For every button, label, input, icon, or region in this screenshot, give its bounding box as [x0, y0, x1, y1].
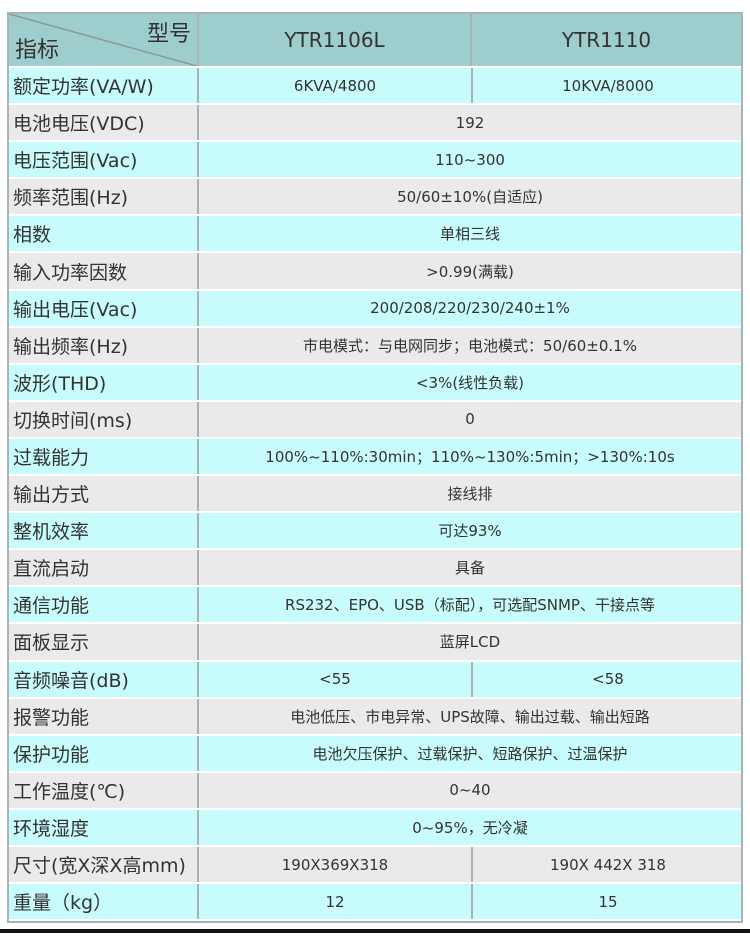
row-value: 0~95%，无冷凝: [412, 818, 528, 837]
table-row: 音频噪音(dB) <55 <58: [9, 661, 743, 699]
table-row: 尺寸(宽X深X高mm) 190X369X318 190X 442X 318: [9, 846, 743, 885]
table-row: 工作温度(℃) 0~40: [9, 772, 741, 810]
row-value: 192: [455, 113, 485, 132]
row-value: <55: [319, 670, 351, 689]
row-label: 输出电压(Vac): [9, 290, 199, 326]
table-row: 额定功率(VA/W) 6KVA/4800 10KVA/8000: [9, 68, 743, 106]
table-row: 输出电压(Vac) 200/208/220/230/240±1%: [9, 290, 741, 328]
row-label: 音频噪音(dB): [9, 661, 199, 697]
model-column-header: YTR1106L: [284, 28, 385, 52]
table-row: 报警功能 电池低压、市电异常、UPS故障、输出过载、输出短路: [9, 698, 741, 736]
row-value: 0: [465, 410, 475, 429]
row-value: 10KVA/8000: [471, 68, 743, 104]
table-row: 直流启动 具备: [9, 550, 741, 588]
model-header-label: 型号: [146, 22, 191, 47]
row-label: 电压范围(Vac): [9, 142, 199, 178]
table-row: 面板显示 蓝屏LCD: [9, 624, 741, 662]
spec-header-label: 指标: [15, 38, 60, 63]
row-label: 频率范围(Hz): [9, 179, 199, 215]
row-value: 110~300: [435, 150, 505, 169]
row-value: RS232、EPO、USB（标配），可选配SNMP、干接点等: [285, 596, 655, 615]
row-value: 15: [471, 884, 743, 920]
bottom-rule: [0, 929, 750, 933]
row-value: 190X369X318: [281, 855, 389, 874]
row-label: 报警功能: [9, 698, 199, 734]
row-label: 直流启动: [9, 550, 199, 586]
row-label: 通信功能: [9, 587, 199, 623]
row-value: <3%(线性负载): [415, 373, 525, 392]
row-value: <58: [471, 661, 743, 697]
row-value: 50/60±10%(自适应): [397, 188, 543, 207]
row-label: 工作温度(℃): [9, 772, 199, 808]
diagonal-divider: [9, 14, 197, 66]
row-value: 蓝屏LCD: [439, 633, 501, 652]
row-value: 市电模式：与电网同步；电池模式：50/60±0.1%: [303, 336, 637, 355]
row-label: 切换时间(ms): [9, 401, 199, 437]
table-row: 过载能力 100%~110%:30min；110%~130%:5min；>130%…: [9, 438, 741, 477]
table-row: 整机效率 可达93%: [9, 513, 741, 551]
row-value: 0~40: [449, 781, 491, 800]
table-row: 输出方式 接线排: [9, 476, 741, 514]
row-value: 具备: [454, 559, 485, 578]
row-value: 电池欠压保护、过载保护、短路保护、过温保护: [312, 744, 628, 763]
table-row: 电池电压(VDC) 192: [9, 105, 741, 143]
row-label: 环境湿度: [9, 809, 199, 845]
table-row: 环境湿度 0~95%，无冷凝: [9, 809, 741, 847]
row-label: 过载能力: [9, 438, 199, 475]
row-label: 面板显示: [9, 624, 199, 660]
row-label: 波形(THD): [9, 364, 199, 400]
row-value: 100%~110%:30min；110%~130%:5min；>130%:10s: [265, 447, 675, 466]
row-label: 保护功能: [9, 735, 199, 771]
row-label: 电池电压(VDC): [9, 105, 199, 141]
spec-table: 型号 指标 YTR1106L YTR1110 额定功率(VA/W) 6KVA/48…: [7, 12, 743, 924]
table-row: 输出频率(Hz) 市电模式：与电网同步；电池模式：50/60±0.1%: [9, 327, 741, 365]
table-row: 通信功能 RS232、EPO、USB（标配），可选配SNMP、干接点等: [9, 587, 741, 625]
row-label: 输入功率因数: [9, 253, 199, 289]
table-row: 相数 单相三线: [9, 216, 741, 254]
row-value: 接线排: [447, 485, 493, 504]
row-value: 电池低压、市电异常、UPS故障、输出过载、输出短路: [290, 707, 650, 726]
table-row: 保护功能 电池欠压保护、过载保护、短路保护、过温保护: [9, 735, 741, 773]
row-value: 12: [325, 892, 345, 911]
table-row: 波形(THD) <3%(线性负载): [9, 364, 741, 402]
row-label: 整机效率: [9, 513, 199, 549]
table-row: 输入功率因数 >0.99(满载): [9, 253, 741, 291]
row-label: 额定功率(VA/W): [9, 68, 199, 104]
row-value: 可达93%: [438, 522, 502, 541]
row-value: 单相三线: [439, 225, 500, 244]
table-row: 重量（kg） 12 15: [9, 884, 743, 922]
table-row: 电压范围(Vac) 110~300: [9, 142, 741, 180]
row-value: 190X 442X 318: [471, 846, 743, 883]
header-corner: 型号 指标: [9, 14, 199, 66]
row-value: 200/208/220/230/240±1%: [370, 299, 570, 318]
row-label: 相数: [9, 216, 199, 252]
table-header: 型号 指标 YTR1106L YTR1110: [9, 14, 741, 68]
row-label: 输出方式: [9, 476, 199, 512]
row-value: >0.99(满载): [426, 262, 514, 281]
model-column-header: YTR1110: [470, 14, 741, 66]
row-label: 尺寸(宽X深X高mm): [9, 846, 199, 883]
table-row: 切换时间(ms) 0: [9, 401, 741, 439]
table-row: 频率范围(Hz) 50/60±10%(自适应): [9, 179, 741, 217]
row-value: 6KVA/4800: [293, 76, 377, 95]
row-label: 重量（kg）: [9, 884, 199, 920]
row-label: 输出频率(Hz): [9, 327, 199, 363]
